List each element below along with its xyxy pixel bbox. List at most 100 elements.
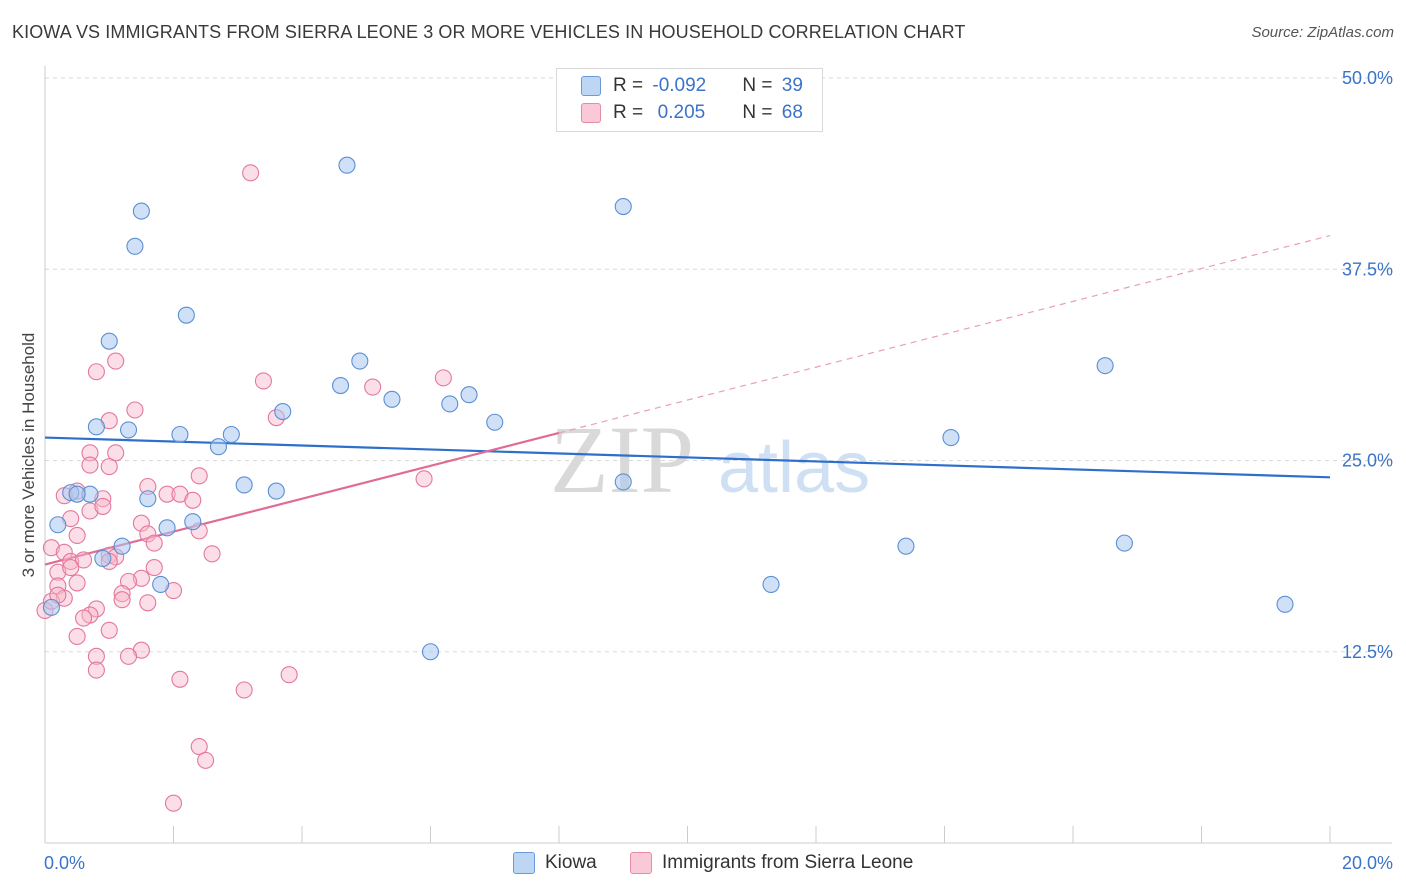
sierra-leone-point [68,526,86,545]
sierra-leone-point [190,738,208,756]
kiowa-point [222,425,240,444]
kiowa-points [42,156,1294,661]
sierra-leone-point [42,539,60,557]
sierra-leone-point [75,609,93,627]
kiowa-point [614,473,632,491]
sierra-leone-point [203,545,221,563]
kiowa-point [184,513,202,531]
sierra-leone-point [364,378,382,396]
sierra-leone-point [55,543,73,561]
sierra-leone-point [171,670,189,688]
sierra-leone-point [62,552,80,571]
watermark-zip: ZIP [550,406,694,513]
sierra-leone-point [49,563,67,581]
r-label: R = [613,75,649,96]
sierra-leone-point [107,352,125,370]
sierra-leone-legend-swatch [630,852,652,874]
x-tick-label: 0.0% [44,853,85,873]
watermark: ZIP atlas [550,406,870,513]
gridlines [45,77,1392,653]
kiowa-point [441,395,459,413]
kiowa-point [421,643,440,661]
sierra-leone-point [126,401,144,419]
sierra-leone-point [81,444,99,462]
kiowa-point [460,386,478,404]
watermark-atlas: atlas [718,428,870,508]
kiowa-point [1115,534,1133,552]
kiowa-point [42,598,60,616]
kiowa-point [94,549,112,567]
y-tick-label: 37.5% [1342,259,1393,279]
sierra-leone-point [190,467,208,485]
sierra-leone-point [100,458,118,476]
kiowa-point [209,438,228,456]
legend-label-kiowa: Kiowa [545,852,597,873]
sierra-leone-trend-extension [558,235,1331,434]
sierra-leone-point [87,647,105,665]
kiowa-point [383,390,401,408]
kiowa-point [119,421,138,439]
kiowa-point [942,428,960,447]
kiowa-point [113,537,131,555]
kiowa-point [235,476,253,494]
sierra-leone-point [87,661,105,679]
kiowa-point [139,490,157,508]
kiowa-point [132,202,150,220]
kiowa-point [177,306,195,324]
legend-row-kiowa: R = -0.092 N = 39 [581,74,803,98]
sierra-leone-trend-line [44,431,560,566]
kiowa-point [1096,357,1114,375]
kiowa-point [331,376,350,395]
sierra-leone-point [81,502,99,520]
n-label: N = [742,102,778,123]
legend-item-kiowa: Kiowa [513,852,597,874]
sierra-leone-point [164,794,183,812]
kiowa-swatch [581,76,601,96]
tick-labels: 12.5% 25.0% 37.5% 50.0% 0.0% 20.0% [44,68,1393,873]
y-tick-label: 50.0% [1342,68,1393,88]
kiowa-trend-line [44,436,1331,479]
sierra-leone-point [94,497,112,515]
chart-title: KIOWA VS IMMIGRANTS FROM SIERRA LEONE 3 … [12,22,966,42]
sierra-leone-point [184,491,202,509]
sierra-leone-point [139,525,157,543]
sierra-leone-point [81,456,99,474]
sierra-leone-point [235,681,253,699]
sierra-leone-point [100,621,118,639]
kiowa-point [486,413,504,431]
n-value: 39 [781,75,803,96]
sierra-leone-point [68,574,86,592]
kiowa-point [897,537,915,555]
sierra-leone-point [139,594,157,612]
sierra-leone-point [434,369,452,387]
kiowa-point [762,575,780,593]
n-label: N = [742,75,778,96]
sierra-leone-point [68,627,86,646]
source-label: Source: ZipAtlas.com [1251,24,1394,41]
y-tick-label: 12.5% [1342,642,1393,662]
kiowa-legend-swatch [513,852,535,874]
kiowa-point [68,485,86,503]
sierra-leone-point [145,534,163,552]
y-axis-title: 3 or more Vehicles in Household [19,333,38,578]
y-tick-label: 25.0% [1342,451,1393,471]
legend-item-sierra-leone: Immigrants from Sierra Leone [630,852,913,874]
sierra-leone-point [113,591,131,609]
sierra-leone-point [145,559,163,577]
kiowa-point [152,575,170,593]
sierra-leone-point [254,372,273,390]
r-value: -0.092 [652,75,707,96]
sierra-leone-point [132,514,150,532]
kiowa-point [49,516,67,534]
kiowa-point [274,402,292,421]
sierra-leone-point [158,485,176,503]
kiowa-point [158,519,176,537]
legend-label-sierra-leone: Immigrants from Sierra Leone [662,852,914,873]
sierra-leone-point [75,551,93,569]
kiowa-point [614,197,632,216]
sierra-leone-point [280,666,298,684]
sierra-leone-point [107,444,125,462]
trend-lines [44,235,1331,566]
sierra-leone-point [242,164,260,182]
r-value: 0.205 [652,102,706,123]
